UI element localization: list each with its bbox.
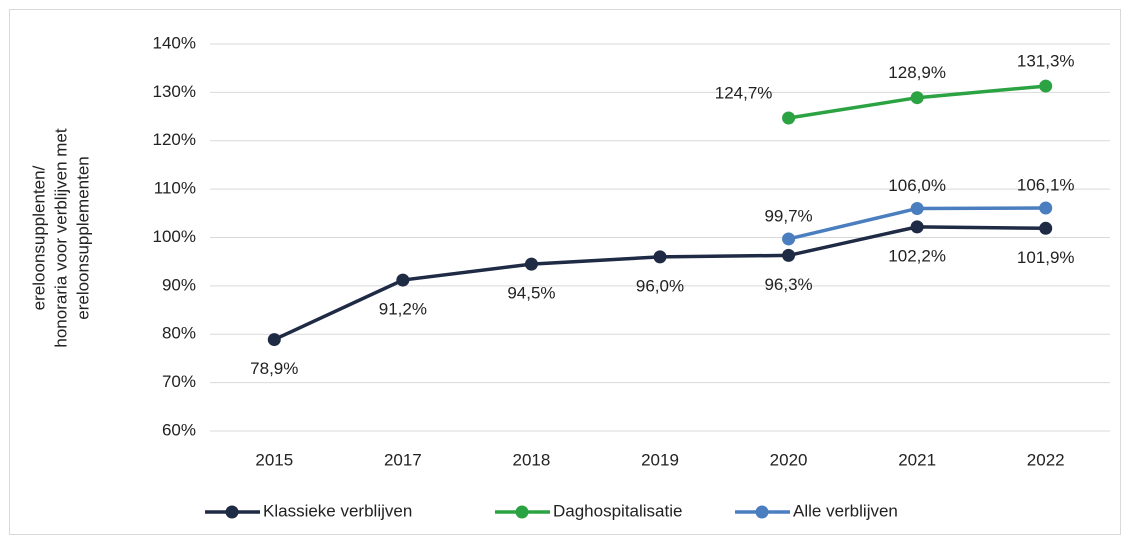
data-point xyxy=(1039,221,1053,235)
y-axis-title: ereloonsupplementen xyxy=(73,156,92,320)
y-tick-label: 70% xyxy=(162,372,196,391)
data-label: 131,3% xyxy=(1017,52,1075,71)
data-point xyxy=(782,111,796,125)
data-label: 101,9% xyxy=(1017,248,1075,267)
data-label: 96,0% xyxy=(636,276,684,295)
data-label: 124,7% xyxy=(715,83,773,102)
data-label: 99,7% xyxy=(764,206,812,225)
y-tick-label: 60% xyxy=(162,420,196,439)
data-point xyxy=(1039,201,1053,215)
legend-marker xyxy=(755,505,769,519)
data-label: 106,0% xyxy=(888,176,946,195)
x-tick-label: 2017 xyxy=(384,450,422,469)
data-point xyxy=(782,232,796,246)
y-tick-label: 120% xyxy=(153,130,196,149)
data-label: 94,5% xyxy=(507,284,555,303)
legend-marker xyxy=(225,505,239,519)
data-label: 96,3% xyxy=(764,275,812,294)
data-point xyxy=(524,257,538,271)
legend-label: Alle verblijven xyxy=(793,501,898,520)
y-axis-title: honoraria voor verblijven met xyxy=(51,128,70,347)
data-point xyxy=(653,250,667,264)
legend-label: Klassieke verblijven xyxy=(263,501,412,520)
data-label: 91,2% xyxy=(379,300,427,319)
y-tick-label: 90% xyxy=(162,275,196,294)
data-point xyxy=(267,333,281,347)
data-point xyxy=(910,91,924,105)
x-tick-label: 2020 xyxy=(770,450,808,469)
legend-marker xyxy=(515,505,529,519)
y-tick-label: 130% xyxy=(153,82,196,101)
y-tick-label: 140% xyxy=(153,33,196,52)
data-point xyxy=(910,220,924,234)
data-point xyxy=(396,273,410,287)
data-label: 102,2% xyxy=(888,246,946,265)
legend-label: Daghospitalisatie xyxy=(553,501,682,520)
x-tick-label: 2015 xyxy=(255,450,293,469)
x-tick-label: 2021 xyxy=(898,450,936,469)
data-point xyxy=(1039,79,1053,93)
y-tick-label: 100% xyxy=(153,227,196,246)
data-point xyxy=(910,201,924,215)
y-tick-label: 110% xyxy=(154,179,196,198)
data-point xyxy=(782,248,796,262)
data-label: 106,1% xyxy=(1017,175,1075,194)
y-axis-title: ereloonsupplenten/ xyxy=(29,165,48,310)
y-tick-label: 80% xyxy=(162,324,196,343)
data-label: 78,9% xyxy=(250,359,298,378)
x-tick-label: 2019 xyxy=(641,450,679,469)
data-label: 128,9% xyxy=(888,63,946,82)
x-tick-label: 2022 xyxy=(1027,450,1065,469)
x-tick-label: 2018 xyxy=(513,450,551,469)
